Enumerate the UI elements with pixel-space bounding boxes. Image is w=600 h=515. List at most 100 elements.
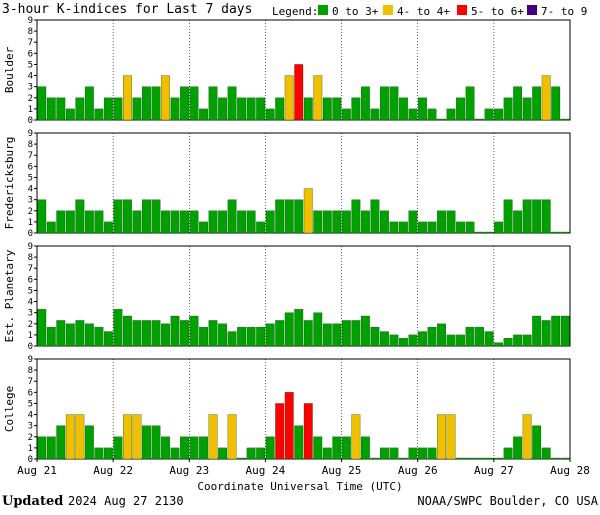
k-index-bar <box>189 210 199 234</box>
y-tick-label: 4 <box>28 411 33 421</box>
y-tick-label: 0 <box>28 229 33 239</box>
k-index-bar <box>284 312 294 347</box>
k-index-bar <box>484 108 494 121</box>
k-index-bar <box>256 221 266 234</box>
k-index-bar <box>465 86 475 121</box>
legend-label-3: 7- to 9 <box>541 5 587 18</box>
k-index-bar <box>65 210 75 234</box>
y-tick-label: 4 <box>28 185 33 195</box>
k-index-bar <box>208 320 218 347</box>
k-index-bar <box>94 447 104 460</box>
k-index-bar <box>265 210 275 234</box>
k-index-bar <box>237 210 247 234</box>
k-index-bar <box>294 199 304 234</box>
k-index-bar <box>484 457 494 460</box>
k-index-bar <box>265 436 275 460</box>
x-tick-label: Aug 21 <box>17 464 57 477</box>
k-index-bar <box>103 97 113 121</box>
k-index-bar <box>475 118 484 121</box>
legend: Legend: 0 to 3+ 4- to 4+ 5- to 6+ 7- to 9 <box>272 5 587 18</box>
k-index-bar <box>84 86 94 121</box>
k-index-bar <box>475 231 484 234</box>
k-index-bar <box>113 97 123 121</box>
k-index-bar <box>399 97 408 121</box>
k-index-bar <box>370 326 380 347</box>
k-index-bar <box>437 118 446 121</box>
k-index-bar <box>208 86 218 121</box>
y-tick-label: 7 <box>28 264 33 274</box>
k-index-bar <box>360 86 370 121</box>
k-index-bar <box>161 75 170 121</box>
k-index-bar <box>56 210 66 234</box>
k-index-bar <box>84 323 94 347</box>
k-index-bar <box>456 221 465 234</box>
k-index-bar <box>170 447 180 460</box>
k-index-bar <box>218 210 228 234</box>
k-index-bar <box>503 338 513 347</box>
k-index-bar <box>541 199 551 234</box>
k-index-bar <box>456 457 465 460</box>
y-tick-label: 3 <box>28 83 33 93</box>
k-index-bar <box>513 334 523 347</box>
k-index-bar <box>399 338 408 347</box>
k-index-bar <box>46 221 56 234</box>
k-index-bar <box>180 436 189 460</box>
k-index-bar <box>532 315 542 347</box>
panel-frame <box>36 132 571 234</box>
k-index-bar <box>446 108 456 121</box>
k-index-bar <box>399 457 408 460</box>
k-index-bar <box>170 315 180 347</box>
k-index-bar <box>389 221 399 234</box>
k-index-bar <box>142 86 151 121</box>
k-index-bar <box>389 86 399 121</box>
k-index-bar <box>332 323 342 347</box>
k-index-bar <box>379 86 389 121</box>
k-index-bar <box>551 86 561 121</box>
k-index-bar <box>427 221 437 234</box>
k-index-bar <box>103 447 113 460</box>
k-index-bar <box>75 414 85 460</box>
k-index-bar <box>113 436 123 460</box>
legend-label-1: 4- to 4+ <box>397 5 450 18</box>
k-index-bar <box>475 457 484 460</box>
k-index-bar <box>322 210 332 234</box>
k-index-bar <box>484 331 494 347</box>
k-index-bar <box>360 436 370 460</box>
k-index-bar <box>332 436 342 460</box>
panel-frame <box>36 245 571 347</box>
k-index-bar <box>522 414 532 460</box>
k-index-bar <box>303 403 313 460</box>
y-tick-label: 1 <box>28 218 33 228</box>
k-index-bar <box>513 86 523 121</box>
k-index-bar <box>446 414 456 460</box>
k-index-bar <box>151 86 161 121</box>
k-index-bar <box>189 315 199 347</box>
k-index-bar <box>142 320 151 347</box>
k-index-bar <box>265 108 275 121</box>
x-axis-label: Coordinate Universal Time (UTC) <box>197 480 402 493</box>
y-tick-label: 5 <box>28 60 33 70</box>
k-index-bar <box>303 320 313 347</box>
k-index-bar <box>341 210 351 234</box>
k-index-bar <box>103 221 113 234</box>
k-index-bar <box>532 425 542 460</box>
k-index-bar <box>332 97 342 121</box>
legend-swatch-3 <box>527 5 537 15</box>
k-index-bar <box>303 97 313 121</box>
k-index-bar <box>437 323 446 347</box>
y-tick-label: 6 <box>28 275 33 285</box>
k-index-bar <box>456 97 465 121</box>
k-index-bar <box>132 97 142 121</box>
k-index-bar <box>246 210 256 234</box>
panel-label: College <box>3 386 16 432</box>
k-index-bar <box>275 97 285 121</box>
k-index-bar <box>256 447 266 460</box>
k-index-bar <box>132 210 142 234</box>
k-index-bar <box>275 403 285 460</box>
k-index-bar <box>237 97 247 121</box>
